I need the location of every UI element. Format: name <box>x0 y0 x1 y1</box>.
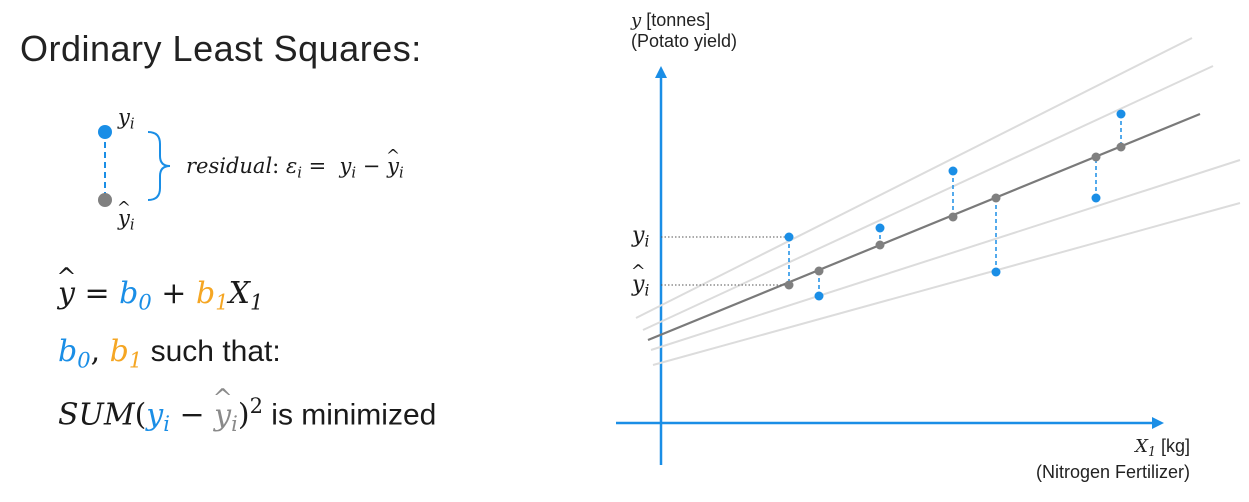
predicted-point <box>991 193 1001 203</box>
alt-line <box>642 65 1214 331</box>
legend-predicted-dot <box>98 193 112 207</box>
y-tick-yhat: yi <box>632 272 649 300</box>
legend-yhat-label: yi <box>118 206 135 233</box>
coefficients-line: b0, b1 such that: <box>58 334 281 373</box>
alt-line <box>652 202 1241 366</box>
alt-line <box>635 37 1193 319</box>
predicted-point <box>1091 152 1101 162</box>
legend-observed-dot <box>98 125 112 139</box>
observed-point <box>1116 109 1126 119</box>
observed-point <box>991 267 1001 277</box>
predicted-point <box>784 280 794 290</box>
alternative-lines <box>635 37 1241 366</box>
x-axis-label: X1 [kg] (Nitrogen Fertilizer) <box>1035 436 1190 482</box>
observed-point <box>814 291 824 301</box>
model-equation: y = b0 + b1X1 <box>58 276 263 314</box>
predicted-point <box>948 212 958 222</box>
observed-point <box>948 166 958 176</box>
y-axis-arrow <box>655 66 667 78</box>
legend-yi-label: yi <box>118 105 135 133</box>
page-title: Ordinary Least Squares: <box>20 28 422 69</box>
residual-equation: residual: εi = yi − yi <box>186 154 404 181</box>
x-axis-arrow <box>1152 417 1164 429</box>
alt-line <box>650 159 1241 351</box>
y-axis-label: y [tonnes] (Potato yield) <box>631 10 738 51</box>
legend-brace <box>147 131 171 201</box>
objective-line: SUM(yi − yi)2 is minimized <box>58 394 436 436</box>
y-tick-yi: yi <box>632 223 650 251</box>
observed-point <box>784 232 794 242</box>
predicted-point <box>1116 142 1126 152</box>
predicted-point <box>875 240 885 250</box>
observed-point <box>1091 193 1101 203</box>
fitted-line <box>647 112 1201 342</box>
observed-point <box>875 223 885 233</box>
predicted-point <box>814 266 824 276</box>
